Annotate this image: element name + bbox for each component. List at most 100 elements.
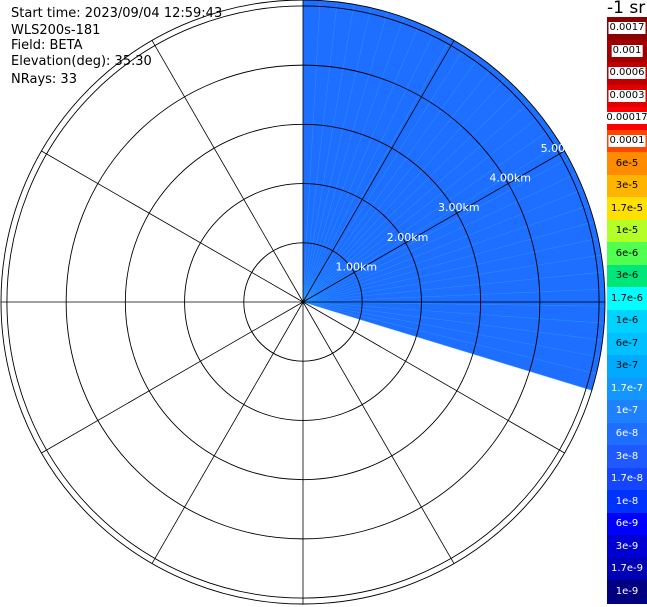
ray-line [302, 158, 569, 303]
colorbar-swatch [607, 264, 647, 289]
colorbar-label: 6e-8 [615, 427, 639, 439]
data-sector [303, 0, 605, 391]
ray-line [302, 30, 436, 303]
start-time: Start time: 2023/09/04 12:59:43 [11, 6, 223, 21]
colorbar-swatch [607, 422, 647, 446]
ray-line [302, 301, 605, 324]
colorbar-swatch [607, 310, 647, 334]
colorbar-label: 0.0001 [608, 134, 646, 147]
colorbar-swatch [607, 287, 647, 311]
ray-line [302, 254, 602, 303]
colorbar-swatch [607, 580, 647, 604]
colorbar-swatch [607, 490, 647, 514]
ray-line [302, 301, 605, 307]
colorbar-label: 0.00017 [605, 112, 647, 125]
colorbar: 0.0017 0.001 0.0006 0.0003 0.00017 0.0001 6e-5… [605, 17, 647, 604]
ray-line [302, 66, 493, 303]
ray-line [302, 1, 338, 303]
ray-line [302, 173, 577, 303]
ray-line [302, 189, 584, 303]
radial-line [41, 150, 304, 303]
field-name: Field: BETA [11, 38, 83, 53]
colorbar-swatch [607, 535, 647, 559]
colorbar-label: 3e-8 [615, 450, 639, 462]
ray-line [302, 129, 551, 303]
colorbar-label: 1.7e-6 [610, 292, 644, 304]
ray-line [302, 271, 604, 303]
colorbar-swatch [607, 512, 647, 536]
nrays-value: NRays: 33 [11, 72, 77, 87]
range-ring-label: 5.00km [541, 142, 583, 155]
range-ring-label: 1.00km [335, 260, 377, 273]
ray-line [302, 11, 388, 303]
ray-line [302, 7, 372, 303]
colorbar-swatch [607, 377, 647, 401]
radial-line [151, 301, 304, 564]
colorbar-label: 1.7e-7 [610, 382, 644, 394]
colorbar-swatch [607, 355, 647, 379]
colorbar-label: 6e-6 [615, 247, 639, 259]
radial-line [302, 150, 565, 303]
colorbar-swatch [607, 467, 647, 491]
ray-line [302, 301, 603, 341]
colorbar-label: 1e-6 [615, 315, 639, 327]
radial-line [151, 40, 304, 303]
colorbar-swatch [607, 174, 647, 198]
colorbar-label: 3e-5 [615, 180, 639, 192]
colorbar-label: 0.0006 [608, 67, 646, 80]
colorbar-swatch [607, 197, 647, 221]
radial-line [41, 301, 304, 454]
ray-line [302, 237, 599, 303]
ray-line [302, 221, 595, 303]
colorbar-swatch [607, 557, 647, 582]
colorbar-label: 1e-8 [615, 495, 639, 507]
colorbar-label: 3e-6 [615, 270, 639, 282]
radial-line [302, 301, 565, 454]
radial-line [302, 40, 455, 303]
ray-line [302, 38, 451, 303]
colorbar-swatch [607, 445, 647, 469]
ray-line [302, 4, 355, 303]
range-ring-label: 3.00km [438, 201, 480, 214]
range-ring-label: 2.00km [387, 231, 429, 244]
ray-line [302, 301, 600, 358]
ray-line [302, 115, 541, 303]
colorbar-label: 6e-7 [615, 337, 639, 349]
colorbar-units: -1 sr [607, 0, 646, 18]
ray-line [302, 89, 519, 303]
colorbar-swatch [607, 219, 647, 243]
colorbar-label: 3e-9 [615, 540, 639, 552]
colorbar-label: 1.7e-8 [610, 473, 644, 485]
ray-line [302, 288, 605, 303]
colorbar-label: 1.7e-5 [610, 202, 644, 214]
colorbar-label: 0.001 [611, 44, 643, 57]
colorbar-label: 1e-9 [615, 585, 639, 597]
colorbar-swatch [607, 242, 647, 266]
radial-line [302, 301, 455, 564]
colorbar-swatch [607, 152, 647, 176]
colorbar-swatch [607, 400, 647, 424]
colorbar-label: 1e-7 [615, 405, 639, 417]
colorbar-swatch [607, 332, 647, 356]
instrument-name: WLS200s-181 [11, 23, 101, 38]
ray-line [302, 205, 590, 303]
ray-line [302, 56, 480, 303]
colorbar-label: 0.0017 [608, 22, 646, 35]
colorbar-label: 0.0003 [608, 89, 646, 102]
ray-line [302, 17, 404, 303]
ray-line [302, 46, 466, 303]
ppi-plot: 1.00km 2.00km 3.00km 4.00km 5.00km [0, 0, 606, 605]
colorbar-label: 1.7e-9 [610, 563, 644, 575]
ray-line [302, 23, 420, 303]
ray-line [302, 102, 530, 303]
range-ring-label: 4.00km [489, 172, 531, 185]
elevation-value: Elevation(deg): 35.30 [11, 54, 152, 69]
ray-line [302, 0, 321, 303]
colorbar-label: 6e-9 [615, 518, 639, 530]
ray-line [302, 77, 506, 303]
ray-line [302, 301, 592, 391]
ray-line [302, 143, 561, 303]
ray-line [302, 301, 597, 375]
colorbar-label: 3e-7 [615, 360, 639, 372]
colorbar-label: 6e-5 [615, 157, 639, 169]
